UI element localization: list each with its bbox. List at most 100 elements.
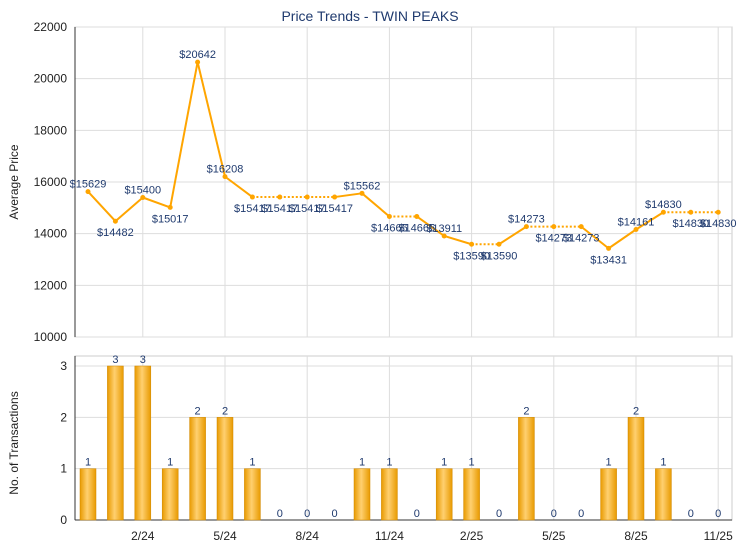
- x-tick-label: 11/25: [704, 529, 733, 543]
- bar-data-label: 0: [496, 508, 502, 520]
- x-tick-label: 8/25: [624, 529, 648, 543]
- plot-area-transactions: [74, 355, 733, 521]
- price-point: [551, 224, 557, 230]
- transaction-bar: [189, 417, 206, 521]
- bar-data-label: 3: [112, 354, 118, 366]
- x-tick-label: 2/25: [460, 529, 484, 543]
- bar-data-label: 0: [551, 508, 557, 520]
- price-data-label: $14830: [700, 218, 737, 230]
- transaction-bar: [161, 468, 179, 521]
- bar-data-label: 0: [578, 508, 584, 520]
- price-data-label: $14482: [97, 227, 134, 239]
- price-point: [496, 241, 502, 247]
- price-line-segment: [443, 235, 472, 246]
- price-point: [277, 194, 283, 200]
- price-data-label: $15017: [152, 213, 189, 225]
- price-data-label: $15417: [289, 203, 326, 215]
- price-line-segment: [196, 61, 226, 177]
- price-point: [304, 194, 310, 200]
- price-data-label: $13911: [426, 223, 462, 235]
- price-data-label: $14273: [535, 233, 572, 245]
- bar-data-label: 2: [222, 405, 228, 417]
- y-tick-label: 1: [60, 462, 67, 476]
- y-tick-label: 14000: [34, 227, 68, 241]
- price-line-segment: [608, 228, 637, 250]
- bar-data-label: 1: [85, 457, 91, 469]
- y-tick-label: 0: [60, 513, 67, 527]
- bar-data-label: 0: [304, 508, 310, 520]
- y-tick-label: 2: [60, 410, 67, 424]
- price-point: [249, 194, 255, 200]
- bar-data-label: 1: [167, 457, 173, 469]
- y-tick-label: 22000: [34, 20, 68, 34]
- chart-title: Price Trends - TWIN PEAKS: [281, 8, 458, 24]
- bar-data-label: 0: [414, 508, 420, 520]
- price-line-segment: [580, 225, 610, 250]
- price-data-label: $14830: [672, 218, 709, 230]
- price-data-label: $16208: [207, 164, 244, 176]
- transaction-bar: [600, 468, 617, 521]
- price-data-label: $20642: [179, 49, 216, 61]
- price-point: [386, 213, 392, 219]
- bar-data-label: 0: [332, 508, 338, 520]
- x-tick-label: 11/24: [375, 529, 404, 543]
- price-point: [140, 195, 146, 200]
- price-point: [523, 224, 529, 230]
- y-tick-label: 10000: [34, 330, 68, 344]
- y-tick-label: 12000: [34, 278, 68, 292]
- price-point: [85, 189, 91, 195]
- transaction-bar: [134, 365, 152, 521]
- bar-data-label: 2: [633, 405, 639, 417]
- bar-data-label: 0: [715, 508, 721, 520]
- price-data-label: $14665: [398, 222, 435, 234]
- price-data-label: $15417: [234, 203, 271, 215]
- transaction-bar: [435, 468, 453, 521]
- bar-data-label: 1: [249, 457, 255, 469]
- x-tick-label: 5/24: [213, 529, 237, 543]
- bar-data-label: 1: [469, 457, 475, 469]
- price-data-label: $15417: [316, 203, 353, 215]
- price-point: [332, 194, 338, 200]
- bar-data-label: 1: [386, 457, 392, 469]
- price-line-segment: [114, 196, 144, 222]
- price-point: [195, 59, 201, 65]
- price-point: [222, 174, 228, 180]
- price-point: [660, 209, 666, 215]
- bar-data-label: 2: [523, 405, 529, 417]
- price-data-label: $14273: [563, 233, 600, 245]
- y-tick-label: 18000: [34, 123, 68, 137]
- price-point: [633, 227, 639, 233]
- y-axis-label-price: Average Price: [7, 144, 21, 219]
- transaction-bar: [79, 468, 97, 521]
- bar-data-label: 2: [195, 405, 201, 417]
- price-data-label: $15562: [344, 180, 381, 192]
- price-point: [715, 209, 721, 215]
- price-point: [441, 233, 447, 239]
- y-axis-label-transactions: No. of Transactions: [7, 391, 21, 494]
- price-data-label: $15400: [124, 185, 161, 197]
- price-data-label: $14665: [371, 222, 408, 234]
- price-point: [578, 224, 584, 230]
- transaction-bar: [244, 468, 261, 521]
- price-data-label: $14830: [645, 199, 682, 211]
- x-tick-label: 5/25: [542, 529, 566, 543]
- y-tick-label: 3: [60, 359, 67, 373]
- bar-data-label: 1: [441, 457, 447, 469]
- price-line-segment: [224, 175, 253, 198]
- y-tick-label: 20000: [34, 72, 68, 86]
- bar-data-label: 1: [606, 457, 612, 469]
- price-data-label: $15417: [261, 203, 298, 215]
- transaction-bar: [381, 468, 398, 521]
- bar-data-label: 0: [277, 508, 283, 520]
- price-data-label: $14161: [618, 217, 655, 229]
- price-data-label: $13590: [453, 250, 490, 262]
- price-point: [112, 218, 118, 224]
- price-line-segment: [416, 215, 445, 237]
- transaction-bar: [655, 468, 672, 521]
- bar-data-label: 1: [660, 457, 666, 469]
- price-data-label: $15629: [70, 179, 107, 191]
- price-line-segment: [361, 192, 391, 218]
- transaction-bar: [518, 417, 535, 521]
